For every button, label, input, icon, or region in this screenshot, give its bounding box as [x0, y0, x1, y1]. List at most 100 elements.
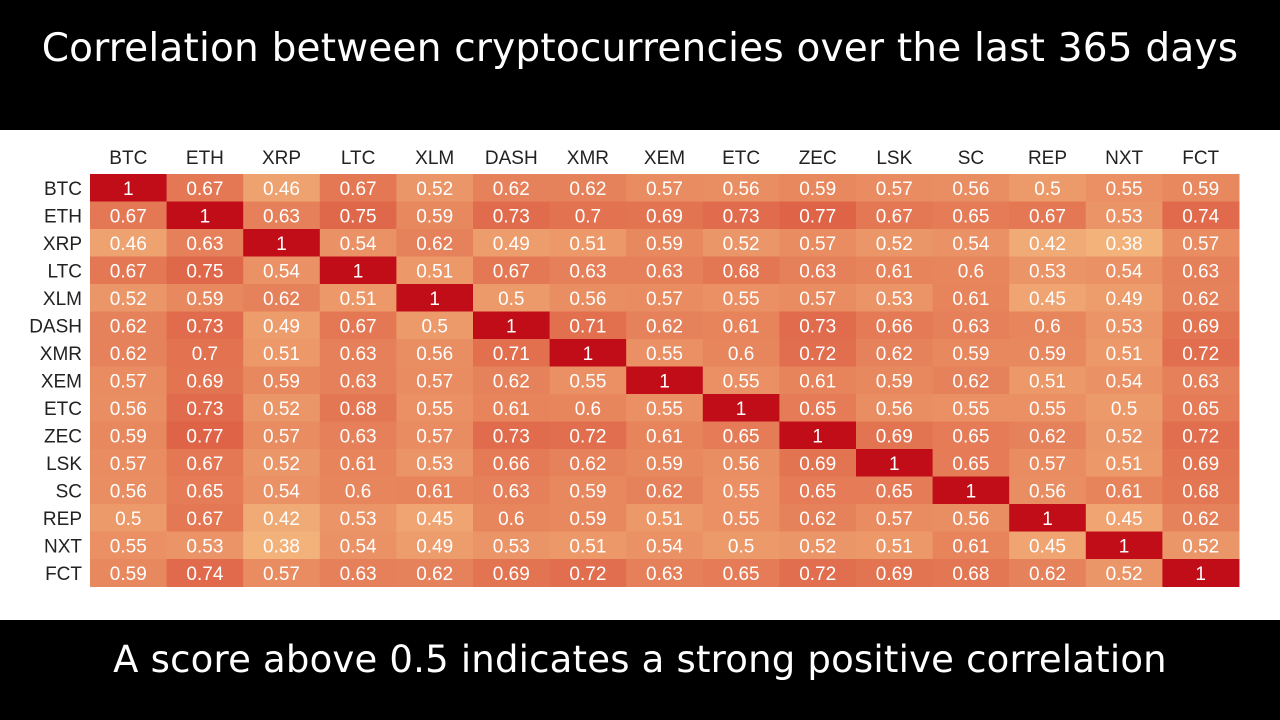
cell-value: 0.51	[569, 536, 606, 557]
correlation-heatmap: BTC ETH XRP LTC XLM DASH XMR XEM ETC ZEC LSK SC REP N…	[29, 148, 1240, 587]
cell-value: 0.62	[799, 509, 836, 530]
heatmap-cell	[319, 284, 397, 312]
heatmap-cell	[779, 504, 857, 532]
heatmap-cell	[396, 476, 474, 505]
heatmap-cell	[396, 559, 474, 587]
cell-value: 0.52	[723, 234, 760, 255]
cell-value: 0.55	[646, 344, 683, 365]
cell-value: 0.6	[575, 399, 601, 420]
heatmap-cell	[932, 311, 1010, 340]
heatmap-cell	[1162, 531, 1240, 560]
cell-value: 0.62	[569, 454, 606, 475]
heatmap-cell	[243, 339, 321, 367]
cell-value: 0.57	[1029, 454, 1066, 475]
heatmap-cell	[166, 229, 244, 257]
cell-value: 0.67	[876, 206, 913, 227]
cell-value: 1	[583, 344, 594, 365]
heatmap-cell	[166, 366, 244, 395]
cell-value: 0.53	[1106, 316, 1143, 337]
heatmap-cell	[626, 284, 704, 312]
heatmap-cell	[1009, 339, 1087, 367]
cell-value: 0.59	[416, 206, 453, 227]
heatmap-cell	[626, 229, 704, 257]
cell-value: 0.38	[1106, 234, 1143, 255]
heatmap-cell	[319, 201, 397, 230]
heatmap-cell	[1162, 559, 1240, 587]
cell-value: 0.59	[799, 179, 836, 200]
heatmap-cell	[1009, 229, 1087, 257]
heatmap-cell	[779, 284, 857, 312]
cell-value: 0.67	[186, 179, 223, 200]
cell-value: 0.61	[340, 454, 377, 475]
heatmap-cell	[1009, 559, 1087, 587]
cell-value: 0.57	[416, 371, 453, 392]
heatmap-cell	[1162, 339, 1240, 367]
cell-value: 1	[966, 481, 977, 502]
cell-value: 0.69	[876, 564, 913, 585]
cell-value: 0.72	[1182, 344, 1219, 365]
cell-value: 0.74	[186, 564, 223, 585]
cell-value: 0.42	[263, 509, 300, 530]
heatmap-cell	[243, 229, 321, 257]
heatmap-cell	[166, 449, 244, 477]
cell-value: 0.62	[1182, 289, 1219, 310]
heatmap-cell	[1009, 421, 1087, 450]
cell-value: 0.57	[876, 509, 913, 530]
heatmap-cell	[779, 559, 857, 587]
heatmap-cell	[1009, 256, 1087, 285]
cell-value: 0.73	[493, 426, 530, 447]
heatmap-cell	[1085, 449, 1163, 477]
cell-value: 0.52	[799, 536, 836, 557]
heatmap-cell	[1162, 256, 1240, 285]
heatmap-cell	[779, 394, 857, 422]
row-label: DASH	[29, 316, 82, 337]
heatmap-cell	[702, 421, 780, 450]
heatmap-cell	[473, 201, 551, 230]
row-label: XMR	[40, 344, 82, 365]
cell-value: 0.56	[1029, 481, 1066, 502]
cell-value: 0.75	[186, 261, 223, 282]
cell-value: 0.55	[1106, 179, 1143, 200]
cell-value: 0.59	[646, 234, 683, 255]
cell-value: 0.73	[186, 316, 223, 337]
heatmap-cell	[1085, 366, 1163, 395]
heatmap-cell	[396, 449, 474, 477]
cell-value: 0.56	[723, 179, 760, 200]
heatmap-cell	[473, 174, 551, 202]
heatmap-cell	[549, 339, 627, 367]
cell-value: 0.65	[186, 481, 223, 502]
cell-value: 0.38	[263, 536, 300, 557]
cell-value: 1	[1119, 536, 1130, 557]
cell-value: 0.59	[569, 481, 606, 502]
row-label: ZEC	[44, 426, 82, 447]
cell-value: 0.65	[799, 399, 836, 420]
heatmap-cell	[549, 284, 627, 312]
cell-value: 0.63	[340, 564, 377, 585]
cell-value: 0.69	[186, 371, 223, 392]
heatmap-cell	[779, 421, 857, 450]
heatmap-cell	[166, 201, 244, 230]
cell-value: 0.56	[110, 399, 147, 420]
row-label: XRP	[43, 234, 82, 255]
cell-value: 0.72	[799, 344, 836, 365]
heatmap-cell	[90, 339, 168, 367]
column-label: XLM	[415, 148, 454, 169]
heatmap-cell	[166, 559, 244, 587]
heatmap-cell	[396, 339, 474, 367]
cell-value: 0.51	[876, 536, 913, 557]
heatmap-cell	[856, 339, 934, 367]
cell-value: 0.65	[952, 454, 989, 475]
heatmap-cell	[319, 311, 397, 340]
heatmap-cell	[932, 174, 1010, 202]
cell-value: 0.69	[799, 454, 836, 475]
heatmap-cell	[1009, 476, 1087, 505]
heatmap-cell	[779, 311, 857, 340]
cell-value: 0.57	[646, 179, 683, 200]
cell-value: 0.57	[416, 426, 453, 447]
cell-value: 0.62	[646, 316, 683, 337]
cell-value: 0.55	[1029, 399, 1066, 420]
heatmap-cell	[779, 174, 857, 202]
cell-value: 0.55	[646, 399, 683, 420]
heatmap-cell	[396, 366, 474, 395]
cell-value: 0.62	[646, 481, 683, 502]
